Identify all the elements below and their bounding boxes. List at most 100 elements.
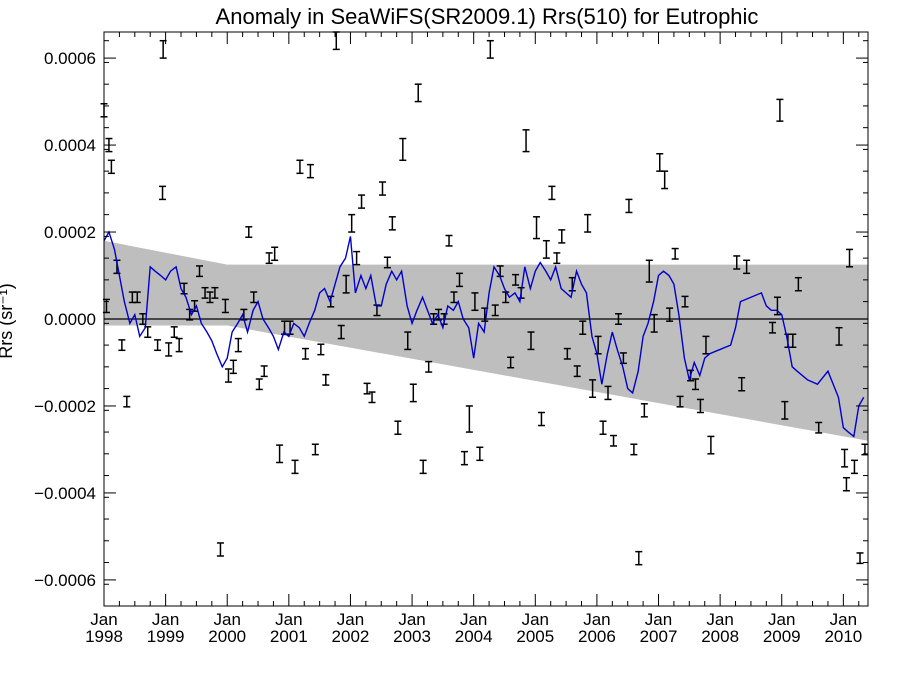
- error-bar: [661, 170, 669, 190]
- error-bar: [614, 313, 622, 325]
- plot-area: 0.0006 0.0004 0.0002 0.0000 −0.0002 −0.0004 −0…: [34, 31, 869, 646]
- error-bar: [527, 331, 535, 351]
- smoothed-line: [103, 230, 865, 438]
- error-bar: [776, 98, 784, 122]
- error-bar: [322, 373, 330, 386]
- x-tick-year: 2010: [824, 627, 862, 646]
- y-tick-label: 0.0006: [44, 49, 96, 68]
- error-bar: [419, 459, 427, 475]
- error-bar: [702, 335, 710, 355]
- x-tick-month: Jan: [522, 610, 549, 629]
- error-bar: [471, 292, 479, 312]
- error-bar: [610, 434, 618, 447]
- x-tick-year: 2001: [270, 627, 308, 646]
- error-bar: [630, 443, 638, 456]
- error-bar: [368, 391, 376, 404]
- x-tick-month: Jan: [152, 610, 179, 629]
- error-bar: [794, 276, 802, 292]
- x-tick-month: Jan: [214, 610, 241, 629]
- error-bar: [291, 459, 299, 475]
- error-bar: [696, 398, 704, 414]
- x-tick-month: Jan: [337, 610, 364, 629]
- error-bar: [234, 337, 242, 353]
- y-tick-label: −0.0004: [34, 484, 96, 503]
- error-bar: [789, 333, 797, 349]
- error-bar: [666, 307, 674, 322]
- error-bar: [159, 185, 167, 201]
- error-bar: [815, 421, 823, 434]
- error-bar: [835, 326, 843, 346]
- error-bar: [563, 347, 571, 360]
- error-bar: [548, 185, 556, 201]
- error-bar: [645, 259, 653, 283]
- x-tick-month: Jan: [768, 610, 795, 629]
- error-bar: [245, 226, 253, 238]
- error-bar: [394, 420, 402, 435]
- error-bar: [850, 459, 858, 475]
- error-bar: [265, 252, 273, 265]
- x-tick-year: 2003: [393, 627, 431, 646]
- error-bar: [625, 198, 633, 214]
- error-bar: [738, 376, 746, 392]
- error-bar: [456, 272, 464, 288]
- error-bar: [842, 476, 850, 492]
- error-bar: [733, 255, 741, 270]
- error-bar: [445, 234, 453, 247]
- error-bar: [363, 382, 371, 395]
- error-bar: [337, 324, 345, 340]
- error-bar: [250, 291, 258, 304]
- y-tick-label: −0.0002: [34, 397, 96, 416]
- error-bar: [276, 444, 284, 464]
- error-bar: [671, 247, 679, 260]
- y-tick-label: −0.0006: [34, 571, 96, 590]
- error-bar: [656, 153, 664, 172]
- error-bar: [211, 286, 219, 299]
- error-bar: [450, 291, 458, 304]
- error-bar: [491, 304, 499, 317]
- error-bar: [604, 385, 612, 401]
- error-bar: [676, 395, 684, 408]
- error-bar: [589, 379, 597, 399]
- y-tick-label: 0.0004: [44, 136, 96, 155]
- error-bar: [154, 339, 162, 352]
- x-tick-year: 1998: [85, 627, 123, 646]
- y-tick-label: 0.0002: [44, 223, 96, 242]
- x-tick-month: Jan: [583, 610, 610, 629]
- error-bar: [476, 446, 484, 462]
- y-axis-label: Rrs (sr⁻¹): [0, 283, 16, 358]
- error-bar: [507, 356, 515, 369]
- error-bar: [296, 159, 304, 175]
- x-tick-year: 2009: [763, 627, 801, 646]
- error-bar: [216, 542, 224, 557]
- x-tick-year: 2007: [640, 627, 678, 646]
- error-bar: [342, 274, 350, 294]
- error-bar: [229, 359, 237, 375]
- error-bar: [841, 448, 849, 468]
- x-tick-month: Jan: [706, 610, 733, 629]
- error-bar: [640, 403, 648, 418]
- error-bar: [409, 383, 417, 403]
- error-bar: [358, 194, 366, 209]
- error-bar: [348, 213, 356, 233]
- error-bar: [404, 331, 412, 351]
- error-bar: [635, 550, 643, 566]
- error-bar: [353, 250, 361, 266]
- x-tick-month: Jan: [460, 610, 487, 629]
- error-bar: [118, 339, 126, 352]
- error-bar: [769, 321, 776, 334]
- error-bar: [224, 368, 232, 383]
- error-bar: [271, 246, 279, 262]
- error-bar: [306, 163, 314, 179]
- error-bar: [599, 420, 607, 435]
- error-bar: [542, 239, 550, 259]
- error-bar: [781, 400, 789, 420]
- error-bar: [206, 291, 214, 304]
- x-tick-month: Jan: [90, 610, 117, 629]
- error-bar: [465, 405, 473, 433]
- error-bar: [691, 378, 699, 391]
- error-bar: [414, 83, 422, 103]
- x-tick-month: Jan: [645, 610, 672, 629]
- error-bar: [196, 265, 203, 278]
- error-bar: [175, 337, 183, 353]
- error-bar: [512, 273, 520, 286]
